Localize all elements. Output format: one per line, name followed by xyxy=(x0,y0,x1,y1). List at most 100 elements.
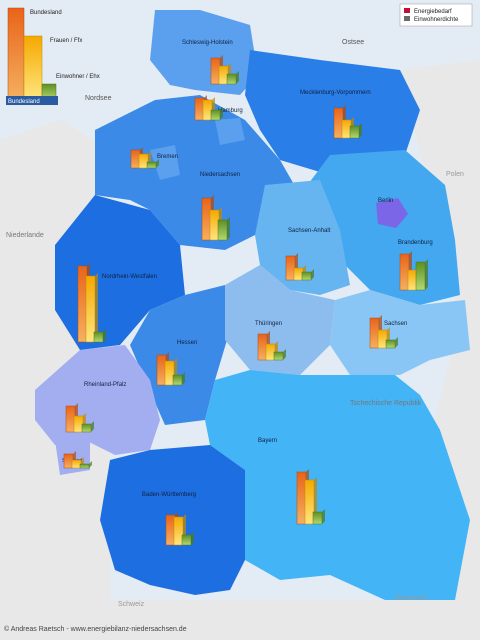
bar-side xyxy=(95,273,98,342)
bar-group-1 xyxy=(333,105,362,139)
legend-bar-yellow xyxy=(23,35,43,101)
state-shape-niedersachsen[interactable] xyxy=(95,95,300,250)
bar-10-0 xyxy=(257,333,268,361)
label-sachsen-anhalt: Sachsen-Anhalt xyxy=(288,228,331,234)
bar-11-0 xyxy=(369,317,380,349)
bar-side xyxy=(425,259,428,290)
bar-6-0 xyxy=(285,255,296,281)
label-tschechien: Tschechische Republik xyxy=(350,400,422,407)
bars-layer xyxy=(63,55,428,546)
bar-15-2 xyxy=(181,534,192,546)
bar-side xyxy=(89,461,92,468)
bar-8-0 xyxy=(77,265,88,343)
label-polen: Polen xyxy=(446,171,464,178)
bar-side xyxy=(311,269,314,280)
bar-12-0 xyxy=(65,405,76,433)
bar-13-2 xyxy=(79,463,90,469)
key-label-0: Energiebedarf xyxy=(414,9,452,15)
legend-label-1: Frauen / Ffx xyxy=(50,38,82,44)
state-shape-thueringen[interactable] xyxy=(225,265,335,375)
bar-14-2 xyxy=(312,511,323,525)
key-swatch-1 xyxy=(404,16,410,21)
bar-group-11 xyxy=(369,315,398,349)
state-shape-berlin[interactable] xyxy=(376,198,408,228)
bar-side xyxy=(283,349,286,360)
bar-8-1 xyxy=(85,275,96,343)
bar-4-0 xyxy=(201,197,212,241)
bar-1-2 xyxy=(349,125,360,139)
label-schweiz: Schweiz xyxy=(118,601,145,608)
legend-box xyxy=(6,96,58,105)
bar-group-15 xyxy=(165,512,194,546)
bar-7-2 xyxy=(415,261,426,291)
state-shape-hessen[interactable] xyxy=(130,285,230,425)
key-swatch-0 xyxy=(404,8,410,13)
bar-3-0 xyxy=(130,149,141,169)
bar-9-2 xyxy=(172,374,183,386)
bar-side xyxy=(322,509,325,524)
bar-11-2 xyxy=(385,339,396,349)
legend-label-2: Einwohner / Ehx xyxy=(56,74,100,80)
label-brandenburg: Brandenburg xyxy=(398,240,433,246)
bar-10-1 xyxy=(265,343,276,361)
bar-2-2 xyxy=(210,109,221,121)
bar-1-1 xyxy=(341,119,352,139)
states-layer xyxy=(35,10,470,600)
bar-11-1 xyxy=(377,329,388,349)
legend-bar-orange xyxy=(7,7,25,101)
footer-credit: © Andreas Raetsch - www.energiebilanz-ni… xyxy=(4,626,187,633)
bar-12-1 xyxy=(73,415,84,433)
key-label-1: Einwohnerdichte xyxy=(414,17,459,23)
bar-13-1 xyxy=(71,459,82,469)
bar-group-0 xyxy=(210,55,239,85)
bar-0-1 xyxy=(218,65,229,85)
state-shape-hamburg[interactable] xyxy=(215,118,245,145)
bar-4-2 xyxy=(217,219,228,241)
label-niedersachsen: Niedersachsen xyxy=(200,172,240,178)
label-schleswig-holstein: Schleswig-Holstein xyxy=(182,40,233,46)
bar-15-0 xyxy=(165,514,176,546)
bar-9-1 xyxy=(164,360,175,386)
bar-4-1 xyxy=(209,209,220,241)
bar-group-9 xyxy=(156,352,185,386)
bar-0-2 xyxy=(226,73,237,85)
bar-side xyxy=(156,159,159,168)
bar-side xyxy=(359,123,362,138)
label-rheinland-pfalz: Rheinland-Pfalz xyxy=(84,382,126,388)
bar-side xyxy=(236,71,239,84)
bar-group-4 xyxy=(201,195,230,241)
bar-group-8 xyxy=(77,263,106,343)
bar-side xyxy=(91,421,94,432)
bar-group-2 xyxy=(194,95,223,121)
label-thueringen: Thüringen xyxy=(255,321,282,327)
bar-group-7 xyxy=(399,251,428,291)
bar-side xyxy=(103,329,106,342)
key: Energiebedarf Einwohnerdichte xyxy=(399,3,473,27)
label-hamburg: Hamburg xyxy=(218,108,243,114)
bar-15-1 xyxy=(173,516,184,546)
state-shape-sachsen-anhalt[interactable] xyxy=(255,180,350,295)
state-shape-mecklenburg-vorpommern[interactable] xyxy=(245,50,420,175)
land-south xyxy=(0,600,480,640)
bar-0-0 xyxy=(210,57,221,85)
label-berlin: Berlin xyxy=(378,198,393,204)
label-bremen: Bremen xyxy=(157,154,178,160)
bar-3-2 xyxy=(146,161,157,169)
neighbor-labels: Ostsee Nordsee Niederlande Tschechische … xyxy=(6,39,464,608)
label-oesterreich: Österreich xyxy=(395,594,427,602)
label-hessen: Hessen xyxy=(177,340,197,346)
bar-3-1 xyxy=(138,153,149,169)
bar-6-2 xyxy=(301,271,312,281)
bar-10-2 xyxy=(273,351,284,361)
label-mecklenburg-vorpommern: Mecklenburg-Vorpommern xyxy=(300,90,371,96)
label-baden-wuerttemberg: Baden-Württemberg xyxy=(142,492,196,498)
state-shape-bayern[interactable] xyxy=(205,370,470,600)
bar-2-0 xyxy=(194,97,205,121)
bar-group-3 xyxy=(130,147,159,169)
state-shape-bremen[interactable] xyxy=(150,145,180,180)
bar-side xyxy=(182,372,185,385)
legend: Bundesland Bundesland Frauen / Ffx Einwo… xyxy=(6,7,100,105)
state-shape-sachsen[interactable] xyxy=(330,290,470,375)
label-ostsee: Ostsee xyxy=(342,39,364,46)
